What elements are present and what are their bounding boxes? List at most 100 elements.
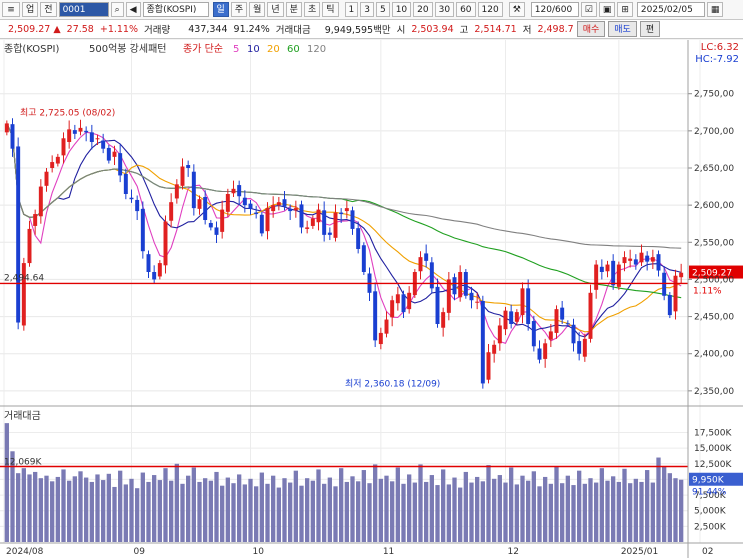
interval-button-3[interactable]: 10 bbox=[391, 2, 412, 17]
candle-body bbox=[123, 173, 128, 194]
period-tab-2[interactable]: 월 bbox=[249, 2, 266, 17]
volume-bar bbox=[480, 481, 485, 542]
search-icon[interactable]: ⌕ bbox=[110, 2, 124, 17]
candle-body bbox=[163, 221, 168, 266]
volume-bar bbox=[237, 474, 242, 542]
candle-body bbox=[299, 204, 304, 228]
chart-icon[interactable]: ⊞ bbox=[617, 2, 633, 17]
tool-icon[interactable]: ⚒ bbox=[508, 2, 525, 17]
candle-body bbox=[231, 188, 236, 194]
sell-button[interactable]: 매도 bbox=[608, 21, 637, 37]
volume-bar bbox=[679, 479, 684, 542]
volume-bar bbox=[72, 476, 77, 542]
volume-tick-label: 17,500K bbox=[694, 429, 732, 439]
volume-bar bbox=[135, 488, 140, 542]
volume-bar bbox=[225, 477, 230, 542]
interval-button-4[interactable]: 20 bbox=[413, 2, 433, 17]
volume-bar bbox=[446, 484, 451, 542]
candle-body bbox=[55, 156, 60, 164]
volume-bar bbox=[667, 473, 672, 542]
volume-bar bbox=[577, 470, 582, 542]
save-icon[interactable]: ▣ bbox=[598, 2, 616, 17]
interval-button-0[interactable]: 1 bbox=[344, 2, 359, 17]
candle-body bbox=[633, 259, 638, 265]
candle-body bbox=[237, 185, 242, 197]
candle-body bbox=[327, 232, 332, 235]
candle-body bbox=[407, 292, 412, 310]
high-value: 2,514.71 bbox=[474, 23, 517, 35]
volume-bar bbox=[560, 483, 565, 542]
candle-body bbox=[469, 292, 474, 301]
volume-bar bbox=[191, 467, 196, 542]
type-button[interactable]: 업 bbox=[22, 2, 39, 17]
volume-bar bbox=[271, 475, 276, 542]
back-icon[interactable]: ◀ bbox=[125, 2, 141, 17]
price-tick-label: 2,450,00 bbox=[694, 313, 734, 323]
volume-bar bbox=[548, 483, 553, 542]
volume-bar bbox=[316, 469, 321, 542]
candle-body bbox=[361, 245, 366, 272]
period-tab-3[interactable]: 년 bbox=[267, 2, 284, 17]
period-tab-6[interactable]: 틱 bbox=[322, 2, 339, 17]
volume-bar bbox=[514, 484, 519, 542]
interval-button-7[interactable]: 120 bbox=[477, 2, 503, 17]
candle-body bbox=[282, 199, 287, 207]
candle-body bbox=[622, 257, 627, 264]
volume-bar bbox=[152, 475, 157, 542]
volume-bar bbox=[401, 483, 406, 542]
reference-value-label: 2,494.64 bbox=[4, 273, 44, 283]
candle-body bbox=[157, 263, 162, 277]
interval-button-5[interactable]: 30 bbox=[434, 2, 455, 17]
count-field[interactable]: 120/600 bbox=[530, 2, 579, 17]
x-tick-label: 09 bbox=[134, 547, 146, 557]
volume-bar bbox=[203, 478, 208, 542]
candle-body bbox=[492, 344, 497, 354]
interval-button-2[interactable]: 5 bbox=[375, 2, 390, 17]
interval-button-1[interactable]: 3 bbox=[360, 2, 374, 17]
interval-button-6[interactable]: 60 bbox=[456, 2, 476, 17]
candle-body bbox=[486, 352, 491, 380]
price-change: 27.58 bbox=[66, 23, 94, 35]
lc-label: LC:6.32 bbox=[701, 42, 739, 53]
volume-bar bbox=[248, 478, 253, 542]
prev-button[interactable]: 전 bbox=[40, 2, 57, 17]
candle-body bbox=[429, 262, 434, 289]
volume-bar bbox=[520, 475, 525, 542]
volume-bar bbox=[384, 475, 389, 542]
candle-body bbox=[197, 199, 202, 209]
volume-bar bbox=[16, 473, 21, 542]
candle-body bbox=[384, 319, 389, 334]
ma-period-10: 10 bbox=[247, 44, 260, 55]
volume-bar bbox=[486, 465, 491, 542]
volume-bar bbox=[622, 468, 627, 542]
candle-body bbox=[565, 323, 570, 325]
volume-bar bbox=[390, 481, 395, 542]
checkbox-icon[interactable]: ☑ bbox=[580, 2, 597, 17]
buy-button[interactable]: 매수 bbox=[576, 21, 606, 37]
menu-icon[interactable]: ≡ bbox=[2, 2, 20, 17]
candle-body bbox=[446, 279, 451, 313]
period-tab-5[interactable]: 초 bbox=[303, 2, 321, 17]
volume-tick-label: 15,000K bbox=[694, 444, 732, 454]
candle-body bbox=[276, 202, 281, 206]
price-tick-label: 2,600,00 bbox=[694, 201, 734, 211]
code-input[interactable]: 0001 bbox=[58, 2, 109, 17]
volume-bar bbox=[169, 480, 174, 542]
date-field[interactable]: 2025/02/05 bbox=[636, 2, 705, 17]
calendar-icon[interactable]: ▦ bbox=[706, 2, 724, 17]
candle-body bbox=[605, 264, 610, 272]
period-tab-0[interactable]: 일 bbox=[212, 2, 229, 17]
candle-body bbox=[191, 171, 196, 209]
candle-body bbox=[214, 227, 219, 235]
low-value: 2,498.7 bbox=[537, 23, 574, 35]
candle-body bbox=[21, 263, 26, 326]
candle-body bbox=[344, 208, 349, 212]
candle-body bbox=[662, 272, 667, 296]
volume-bar bbox=[293, 470, 298, 542]
chart-area[interactable]: 종합(KOSPI) 500억봉 강세패턴 종가 단순 5 10 20 60 120 LC… bbox=[0, 40, 743, 558]
edit-button[interactable]: 편 bbox=[639, 21, 661, 37]
candle-body bbox=[333, 212, 338, 238]
period-tab-4[interactable]: 분 bbox=[285, 2, 302, 17]
period-tab-1[interactable]: 주 bbox=[230, 2, 248, 17]
